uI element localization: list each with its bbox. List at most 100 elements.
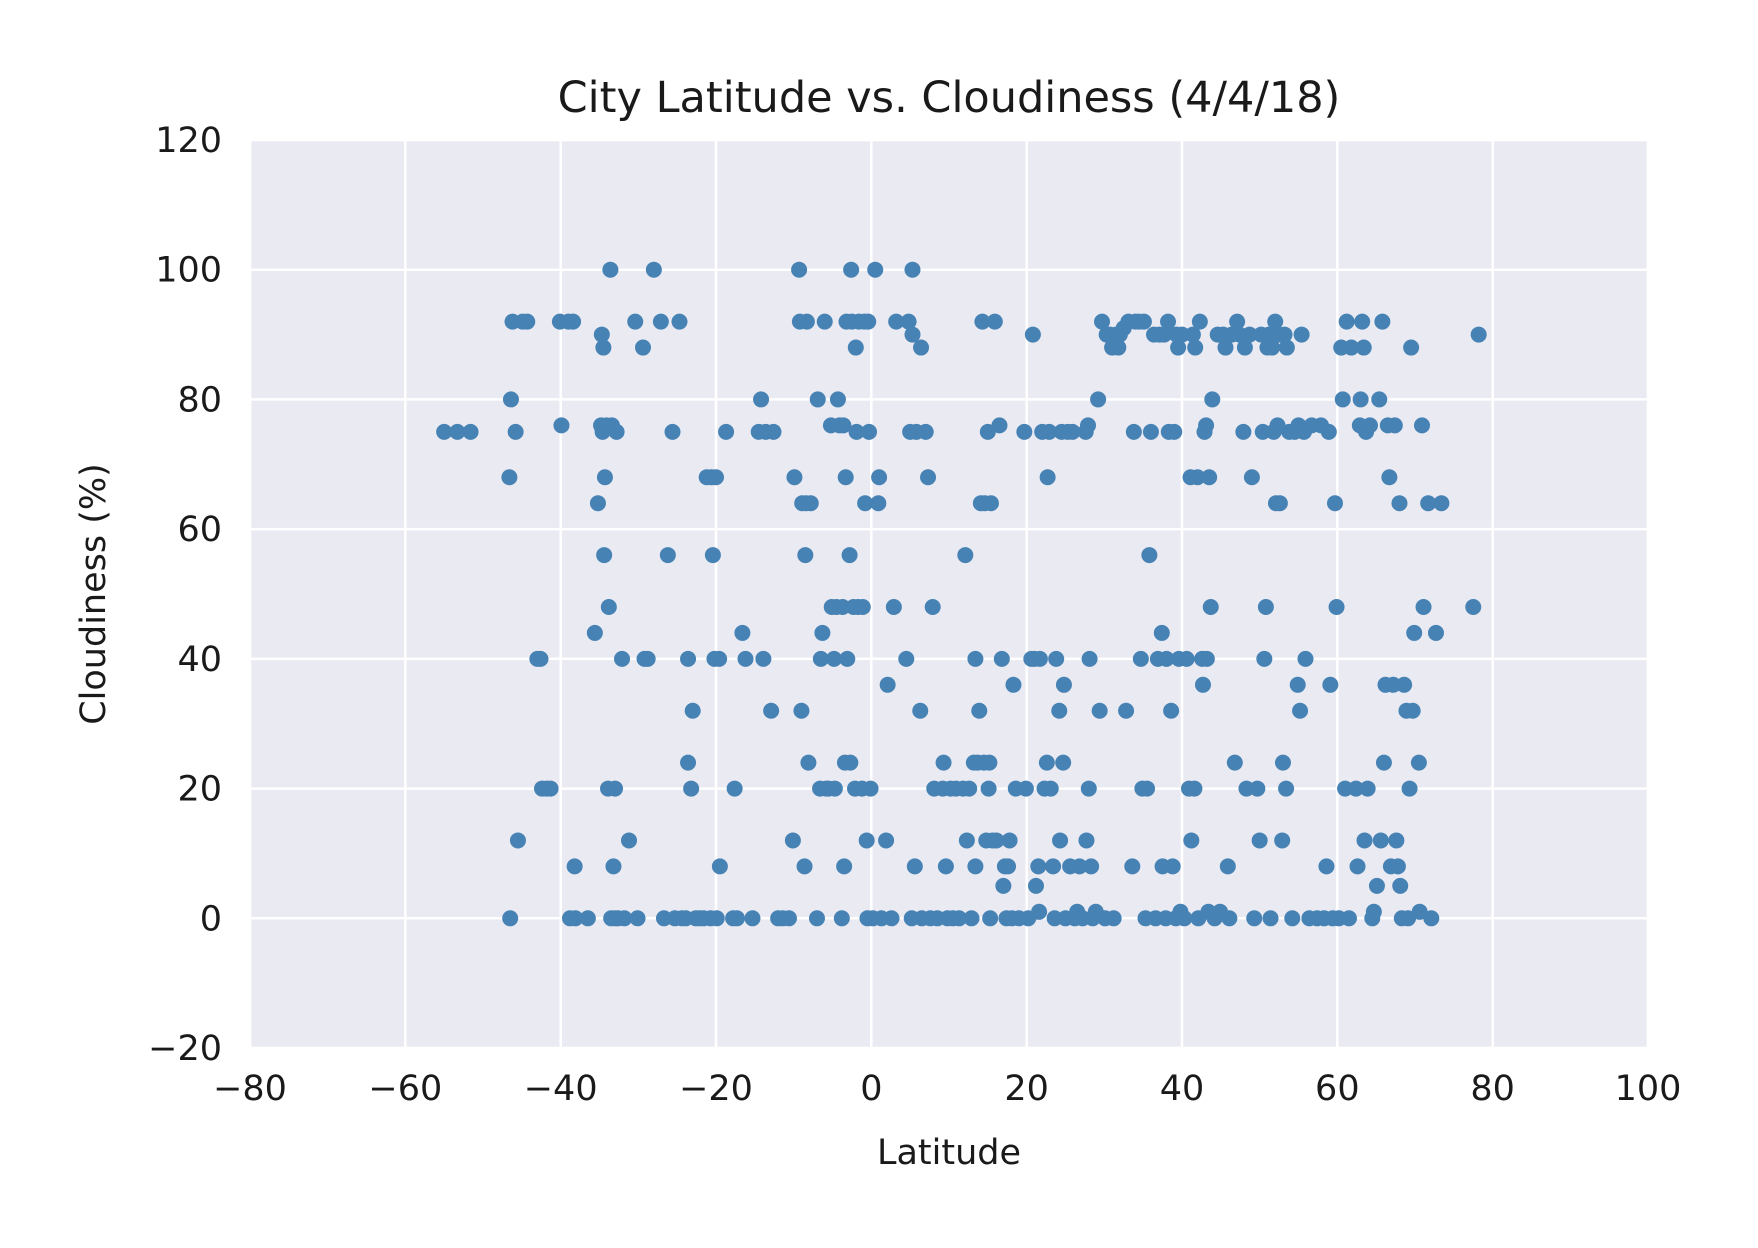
data-point xyxy=(1328,598,1345,615)
data-point xyxy=(436,423,453,440)
data-point xyxy=(781,910,798,927)
data-point xyxy=(839,650,856,667)
data-point xyxy=(1051,702,1068,719)
data-point xyxy=(1024,326,1041,343)
data-point xyxy=(1186,780,1203,797)
data-point xyxy=(1189,469,1206,486)
data-point xyxy=(1091,702,1108,719)
data-point xyxy=(800,754,817,771)
data-point xyxy=(1031,903,1048,920)
data-point xyxy=(589,495,606,512)
data-point xyxy=(652,313,669,330)
data-point xyxy=(1465,598,1482,615)
data-point xyxy=(1359,780,1376,797)
data-point xyxy=(1170,339,1187,356)
data-point xyxy=(1178,650,1195,667)
data-point xyxy=(502,391,519,408)
data-point xyxy=(879,676,896,693)
data-point xyxy=(579,910,596,927)
data-point xyxy=(680,650,697,667)
data-point xyxy=(1219,858,1236,875)
data-point xyxy=(1142,423,1159,440)
data-point xyxy=(793,702,810,719)
data-point xyxy=(1267,313,1284,330)
data-point xyxy=(967,858,984,875)
data-point xyxy=(1055,676,1072,693)
data-point xyxy=(1000,858,1017,875)
data-point xyxy=(847,339,864,356)
data-point xyxy=(1470,326,1487,343)
data-point xyxy=(1160,313,1177,330)
data-point xyxy=(1374,313,1391,330)
data-point xyxy=(1264,339,1281,356)
data-point xyxy=(671,313,688,330)
data-point xyxy=(1198,417,1215,434)
data-point xyxy=(1204,391,1221,408)
data-point xyxy=(991,417,1008,434)
data-point xyxy=(862,780,879,797)
data-point xyxy=(621,832,638,849)
y-axis-label: Cloudiness (%) xyxy=(74,463,114,725)
data-point xyxy=(980,780,997,797)
data-point xyxy=(708,469,724,486)
data-point xyxy=(1016,423,1033,440)
data-point xyxy=(1391,495,1408,512)
data-point xyxy=(1392,877,1409,894)
data-point xyxy=(1401,780,1418,797)
data-point xyxy=(816,313,833,330)
data-point xyxy=(1276,326,1293,343)
data-point xyxy=(798,313,815,330)
data-point xyxy=(1297,650,1314,667)
data-point xyxy=(608,423,625,440)
data-point xyxy=(1251,832,1268,849)
data-point xyxy=(1343,339,1360,356)
data-point xyxy=(1090,391,1107,408)
data-point xyxy=(1292,702,1309,719)
data-point xyxy=(1141,547,1158,564)
data-point xyxy=(607,780,624,797)
data-point xyxy=(1080,417,1097,434)
data-point xyxy=(1064,423,1081,440)
x-tick-label: 0 xyxy=(860,1069,882,1109)
data-point xyxy=(1355,339,1372,356)
data-point xyxy=(586,624,603,641)
data-point xyxy=(1194,676,1211,693)
data-point xyxy=(958,832,975,849)
data-point xyxy=(737,650,754,667)
data-point xyxy=(734,624,751,641)
data-point xyxy=(1083,858,1100,875)
data-point xyxy=(1080,780,1097,797)
data-point xyxy=(917,423,934,440)
data-point xyxy=(502,910,519,927)
data-point xyxy=(1278,780,1295,797)
data-point xyxy=(1338,313,1355,330)
data-point xyxy=(553,417,570,434)
data-points xyxy=(436,261,1487,927)
data-point xyxy=(1229,313,1246,330)
data-point xyxy=(1410,754,1427,771)
data-point xyxy=(639,650,656,667)
data-point xyxy=(680,754,697,771)
data-point xyxy=(507,423,524,440)
data-point xyxy=(995,877,1012,894)
data-point xyxy=(708,910,725,927)
data-point xyxy=(1110,339,1127,356)
data-point xyxy=(711,650,728,667)
data-point xyxy=(835,417,852,434)
data-point xyxy=(1249,780,1266,797)
data-point xyxy=(1389,858,1406,875)
data-point xyxy=(1132,650,1149,667)
data-point xyxy=(784,832,801,849)
data-point xyxy=(857,495,874,512)
data-point xyxy=(1217,339,1234,356)
data-point xyxy=(1184,326,1201,343)
data-point xyxy=(883,910,900,927)
data-point xyxy=(1081,650,1098,667)
data-point xyxy=(600,598,617,615)
data-point xyxy=(812,650,829,667)
data-point xyxy=(900,313,917,330)
data-point xyxy=(627,313,644,330)
data-point xyxy=(1274,754,1291,771)
data-point xyxy=(1156,326,1173,343)
